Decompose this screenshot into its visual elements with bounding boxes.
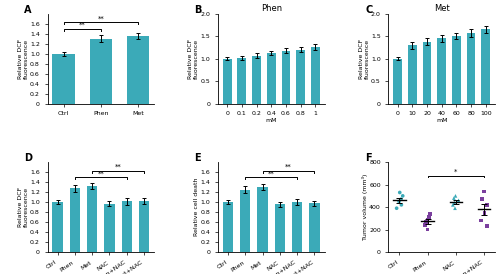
Bar bbox=[52, 202, 62, 252]
Bar bbox=[452, 36, 461, 104]
Bar bbox=[238, 58, 246, 104]
Bar bbox=[296, 50, 305, 104]
Bar bbox=[282, 51, 290, 104]
Text: **: ** bbox=[98, 170, 104, 176]
Point bbox=[426, 212, 434, 216]
Point bbox=[422, 219, 430, 224]
Point bbox=[477, 218, 485, 223]
Point bbox=[454, 198, 462, 202]
Y-axis label: Relative DCF
fluorescence: Relative DCF fluorescence bbox=[188, 39, 199, 79]
Bar bbox=[311, 47, 320, 104]
X-axis label: mM: mM bbox=[266, 118, 277, 123]
Bar bbox=[267, 53, 276, 104]
Bar bbox=[139, 201, 149, 252]
Point bbox=[425, 215, 433, 219]
Point bbox=[483, 203, 491, 207]
Text: C: C bbox=[365, 5, 372, 15]
Point bbox=[478, 197, 486, 201]
Point bbox=[424, 217, 432, 222]
Point bbox=[398, 203, 406, 207]
X-axis label: mM: mM bbox=[436, 118, 448, 123]
Point bbox=[395, 199, 403, 204]
Text: **: ** bbox=[268, 170, 274, 176]
Bar bbox=[394, 59, 402, 104]
Point bbox=[450, 196, 458, 200]
Y-axis label: Tumor volume (mm³): Tumor volume (mm³) bbox=[362, 174, 368, 240]
Bar bbox=[223, 202, 233, 252]
Bar bbox=[482, 29, 490, 104]
Bar bbox=[274, 204, 285, 252]
Bar bbox=[127, 36, 149, 104]
Text: B: B bbox=[194, 5, 202, 15]
Bar bbox=[104, 204, 115, 252]
Text: E: E bbox=[194, 153, 201, 163]
Point bbox=[398, 194, 406, 198]
Point bbox=[451, 206, 459, 210]
Y-axis label: Relative DCF
fluorescence: Relative DCF fluorescence bbox=[358, 39, 370, 79]
Point bbox=[421, 223, 429, 227]
Text: **: ** bbox=[285, 164, 292, 170]
Bar bbox=[292, 202, 302, 252]
Title: Met: Met bbox=[434, 4, 450, 13]
Y-axis label: Relative DCF
fluorescence: Relative DCF fluorescence bbox=[18, 39, 28, 79]
Bar bbox=[258, 187, 268, 252]
Text: *: * bbox=[454, 169, 458, 175]
Text: D: D bbox=[24, 153, 32, 163]
Bar bbox=[252, 56, 261, 104]
Point bbox=[480, 210, 488, 215]
Bar bbox=[223, 59, 232, 104]
Text: F: F bbox=[365, 153, 372, 163]
Text: **: ** bbox=[98, 16, 104, 22]
Point bbox=[449, 203, 457, 207]
Bar bbox=[90, 39, 112, 104]
Point bbox=[450, 200, 458, 205]
Point bbox=[397, 197, 405, 201]
Bar bbox=[122, 201, 132, 252]
Text: A: A bbox=[24, 5, 32, 15]
Text: **: ** bbox=[79, 22, 86, 28]
Bar bbox=[310, 203, 320, 252]
Point bbox=[452, 194, 460, 198]
Point bbox=[424, 227, 432, 232]
Point bbox=[483, 224, 491, 229]
Y-axis label: Relative cell death: Relative cell death bbox=[194, 178, 199, 236]
Point bbox=[396, 190, 404, 195]
Bar bbox=[240, 190, 250, 252]
Text: **: ** bbox=[114, 164, 121, 170]
Y-axis label: Relative DCF
fluorescence: Relative DCF fluorescence bbox=[18, 187, 28, 227]
Point bbox=[392, 206, 400, 210]
Bar bbox=[87, 186, 98, 252]
Bar bbox=[52, 54, 74, 104]
Bar bbox=[466, 33, 475, 104]
Point bbox=[480, 189, 488, 193]
Bar bbox=[438, 38, 446, 104]
Title: Phen: Phen bbox=[260, 4, 282, 13]
Bar bbox=[422, 42, 432, 104]
Bar bbox=[70, 188, 80, 252]
Bar bbox=[408, 45, 417, 104]
